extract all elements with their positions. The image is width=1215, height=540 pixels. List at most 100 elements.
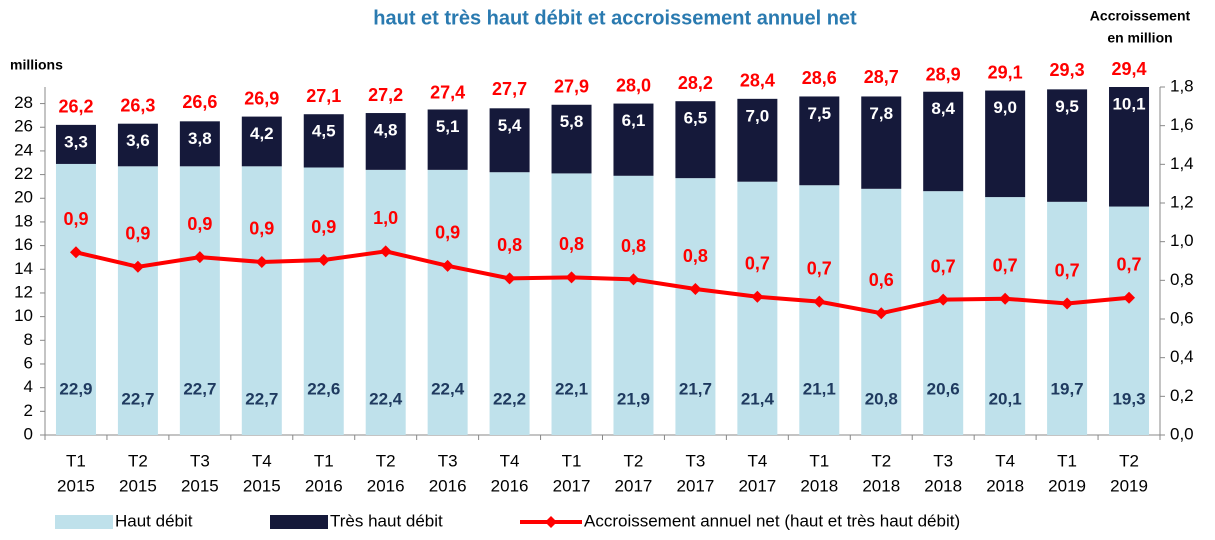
line-marker	[627, 273, 640, 286]
bar-value-label: 7,5	[807, 104, 831, 123]
line-value-label: 1,0	[373, 208, 398, 228]
bar	[613, 175, 654, 435]
y2-axis-label: en million	[1107, 30, 1172, 46]
x-tick-label: 2016	[305, 476, 343, 495]
bar	[241, 166, 282, 435]
bar-value-label: 21,7	[679, 379, 712, 398]
legend-label: Accroissement annuel net (haut et très h…	[584, 511, 960, 530]
total-label: 29,3	[1050, 60, 1085, 80]
bar-value-label: 4,2	[250, 124, 274, 143]
x-tick-label: 2015	[119, 476, 157, 495]
x-tick-label: T4	[747, 451, 767, 470]
y-tick-label: 26	[14, 117, 33, 136]
bar-value-label: 20,6	[927, 379, 960, 398]
bar	[1109, 206, 1150, 435]
x-tick-label: T1	[809, 451, 829, 470]
bar-value-label: 22,4	[369, 389, 403, 408]
bar	[489, 172, 530, 435]
x-tick-label: T2	[1119, 451, 1139, 470]
line-marker	[441, 259, 454, 272]
bar-value-label: 5,4	[498, 116, 522, 135]
total-label: 26,9	[244, 88, 279, 108]
bar	[675, 178, 716, 435]
bar-value-label: 22,7	[183, 379, 216, 398]
bar-value-label: 22,2	[493, 389, 526, 408]
line-marker	[565, 271, 578, 284]
total-label: 28,0	[616, 75, 651, 95]
legend-label: Haut débit	[115, 511, 193, 530]
bar	[861, 96, 902, 189]
bar	[613, 103, 654, 176]
bar	[117, 123, 158, 167]
bar-value-label: 4,8	[374, 121, 398, 140]
bar	[1047, 201, 1088, 435]
y-tick-label: 24	[14, 140, 33, 159]
bar	[117, 166, 158, 435]
bar	[303, 114, 344, 168]
x-tick-label: 2019	[1048, 476, 1086, 495]
bar	[55, 124, 96, 164]
bar-value-label: 20,1	[989, 389, 1022, 408]
bar	[737, 98, 778, 182]
bar	[923, 91, 964, 192]
y-tick-label: 28	[14, 93, 33, 112]
total-label: 27,9	[554, 77, 589, 97]
bar	[1109, 87, 1150, 207]
line-value-label: 0,8	[497, 235, 522, 255]
line-value-label: 0,9	[125, 224, 150, 244]
bar-value-label: 20,8	[865, 389, 898, 408]
x-tick-label: 2015	[243, 476, 281, 495]
bar	[365, 169, 406, 435]
x-tick-label: T3	[190, 451, 210, 470]
line-value-label: 0,9	[435, 223, 460, 243]
x-tick-label: T1	[66, 451, 86, 470]
line-marker	[379, 245, 392, 258]
legend-swatch	[545, 516, 557, 528]
x-tick-label: T2	[376, 451, 396, 470]
line-value-label: 0,7	[1117, 254, 1142, 274]
x-tick-label: T1	[562, 451, 582, 470]
line-value-label: 0,7	[807, 258, 832, 278]
bar	[799, 96, 840, 186]
line-marker	[69, 246, 82, 259]
total-label: 26,3	[120, 95, 155, 115]
y2-tick-label: 1,6	[1170, 115, 1194, 134]
x-tick-label: 2015	[57, 476, 95, 495]
y2-tick-label: 0,6	[1170, 308, 1194, 327]
x-tick-label: T2	[871, 451, 891, 470]
total-label: 27,2	[368, 85, 403, 105]
line-value-label: 0,8	[559, 234, 584, 254]
bar	[55, 163, 96, 435]
bar-value-label: 19,7	[1051, 379, 1084, 398]
line-value-label: 0,9	[311, 217, 336, 237]
y-tick-label: 12	[14, 282, 33, 301]
x-tick-label: T2	[624, 451, 644, 470]
x-tick-label: 2017	[738, 476, 776, 495]
bar-value-label: 22,7	[121, 389, 154, 408]
total-label: 27,4	[430, 82, 465, 102]
y2-tick-label: 1,0	[1170, 231, 1194, 250]
x-tick-label: T1	[314, 451, 334, 470]
bar	[737, 181, 778, 435]
bar-value-label: 22,7	[245, 389, 278, 408]
bar	[551, 173, 592, 436]
line-marker	[503, 272, 516, 285]
x-tick-label: T3	[438, 451, 458, 470]
y-tick-label: 10	[14, 306, 33, 325]
y2-tick-label: 0,4	[1170, 347, 1194, 366]
line-marker	[317, 254, 330, 267]
y2-tick-label: 0,0	[1170, 424, 1194, 443]
bar-value-label: 21,4	[741, 389, 775, 408]
x-tick-label: T4	[995, 451, 1015, 470]
bar-value-label: 22,6	[307, 379, 340, 398]
line-value-label: 0,8	[683, 246, 708, 266]
bar	[489, 108, 530, 173]
bar-value-label: 7,8	[869, 104, 893, 123]
y-tick-label: 0	[24, 424, 33, 443]
line-marker	[751, 290, 764, 303]
total-label: 28,4	[740, 71, 775, 91]
y-tick-label: 8	[24, 330, 33, 349]
bar	[799, 185, 840, 435]
bar-value-label: 8,4	[931, 99, 955, 118]
